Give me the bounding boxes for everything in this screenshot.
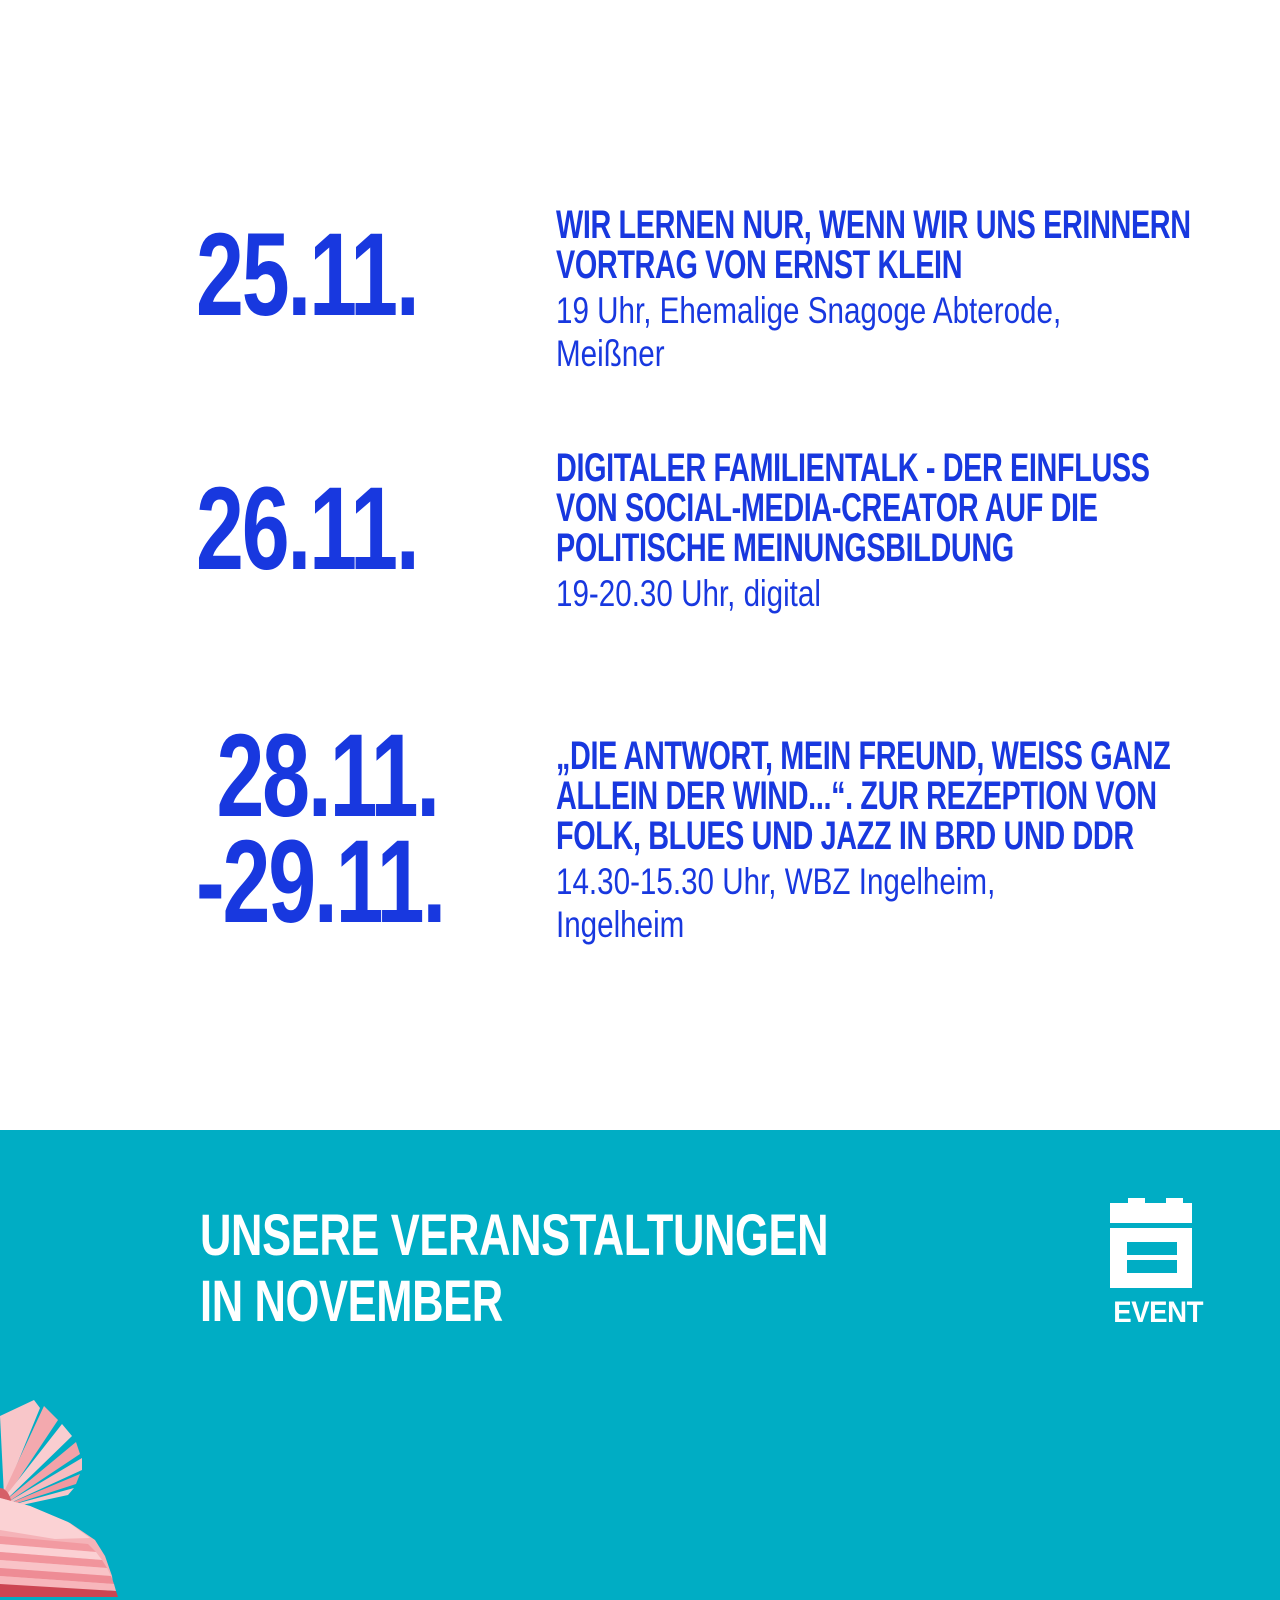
title-line: FOLK, BLUES UND JAZZ IN BRD UND DDR <box>556 814 1134 858</box>
event-text: WIR LERNEN NUR, WENN WIR UNS ERINNERN VO… <box>556 205 1276 375</box>
title-line: VORTRAG VON ERNST KLEIN <box>556 243 963 287</box>
title-line: ALLEIN DER WIND...“. ZUR REZEPTION VON <box>556 774 1157 818</box>
details-line: 19 Uhr, Ehemalige Snagoge Abterode, <box>556 290 1062 331</box>
details-line: 19-20.30 Uhr, digital <box>556 573 821 614</box>
event-title: WIR LERNEN NUR, WENN WIR UNS ERINNERN VO… <box>556 203 1191 287</box>
event-details: 14.30-15.30 Uhr, WBZ Ingelheim, Ingelhei… <box>556 860 1132 946</box>
date-line: -29.11. <box>196 816 446 948</box>
details-line: Meißner <box>556 333 665 374</box>
details-line: Ingelheim <box>556 904 685 945</box>
footer-heading-line: IN NOVEMBER <box>200 1269 503 1334</box>
event-text: DIGITALER FAMILIENTALK - DER EINFLUSS VO… <box>556 448 1276 615</box>
footer-band <box>0 1130 1280 1600</box>
calendar-icon-line <box>1127 1242 1177 1255</box>
event-date: 26.11. <box>196 463 420 595</box>
date-line: 28.11. <box>216 710 440 842</box>
title-line: POLITISCHE MEINUNGSBILDUNG <box>556 526 1014 570</box>
calendar-icon <box>1110 1198 1192 1288</box>
date-line: 26.11. <box>196 463 420 595</box>
title-line: „DIE ANTWORT, MEIN FREUND, WEISS GANZ <box>556 734 1171 778</box>
title-line: DIGITALER FAMILIENTALK - DER EINFLUSS <box>556 446 1150 490</box>
book-illustration <box>0 1400 118 1597</box>
details-line: 14.30-15.30 Uhr, WBZ Ingelheim, <box>556 861 996 902</box>
title-line: WIR LERNEN NUR, WENN WIR UNS ERINNERN <box>556 203 1191 247</box>
event-badge-label: EVENT <box>1113 1296 1204 1329</box>
event-date: 28.11. -29.11. <box>196 710 446 948</box>
footer-heading-line: UNSERE VERANSTALTUNGEN <box>200 1203 829 1268</box>
calendar-icon-body <box>1110 1228 1192 1288</box>
calendar-icon-line <box>1127 1260 1177 1273</box>
calendar-icon-header <box>1110 1203 1192 1223</box>
footer-heading: UNSERE VERANSTALTUNGEN IN NOVEMBER <box>200 1203 829 1335</box>
event-badge: EVENT <box>1110 1198 1204 1329</box>
event-title: DIGITALER FAMILIENTALK - DER EINFLUSS VO… <box>556 446 1150 570</box>
event-details: 19 Uhr, Ehemalige Snagoge Abterode, Meiß… <box>556 289 1132 375</box>
event-text: „DIE ANTWORT, MEIN FREUND, WEISS GANZ AL… <box>556 736 1276 946</box>
title-line: VON SOCIAL-MEDIA-CREATOR AUF DIE <box>556 486 1098 530</box>
event-title: „DIE ANTWORT, MEIN FREUND, WEISS GANZ AL… <box>556 734 1171 858</box>
date-line: 25.11. <box>196 209 420 341</box>
event-details: 19-20.30 Uhr, digital <box>556 572 1132 615</box>
event-date: 25.11. <box>196 209 420 341</box>
